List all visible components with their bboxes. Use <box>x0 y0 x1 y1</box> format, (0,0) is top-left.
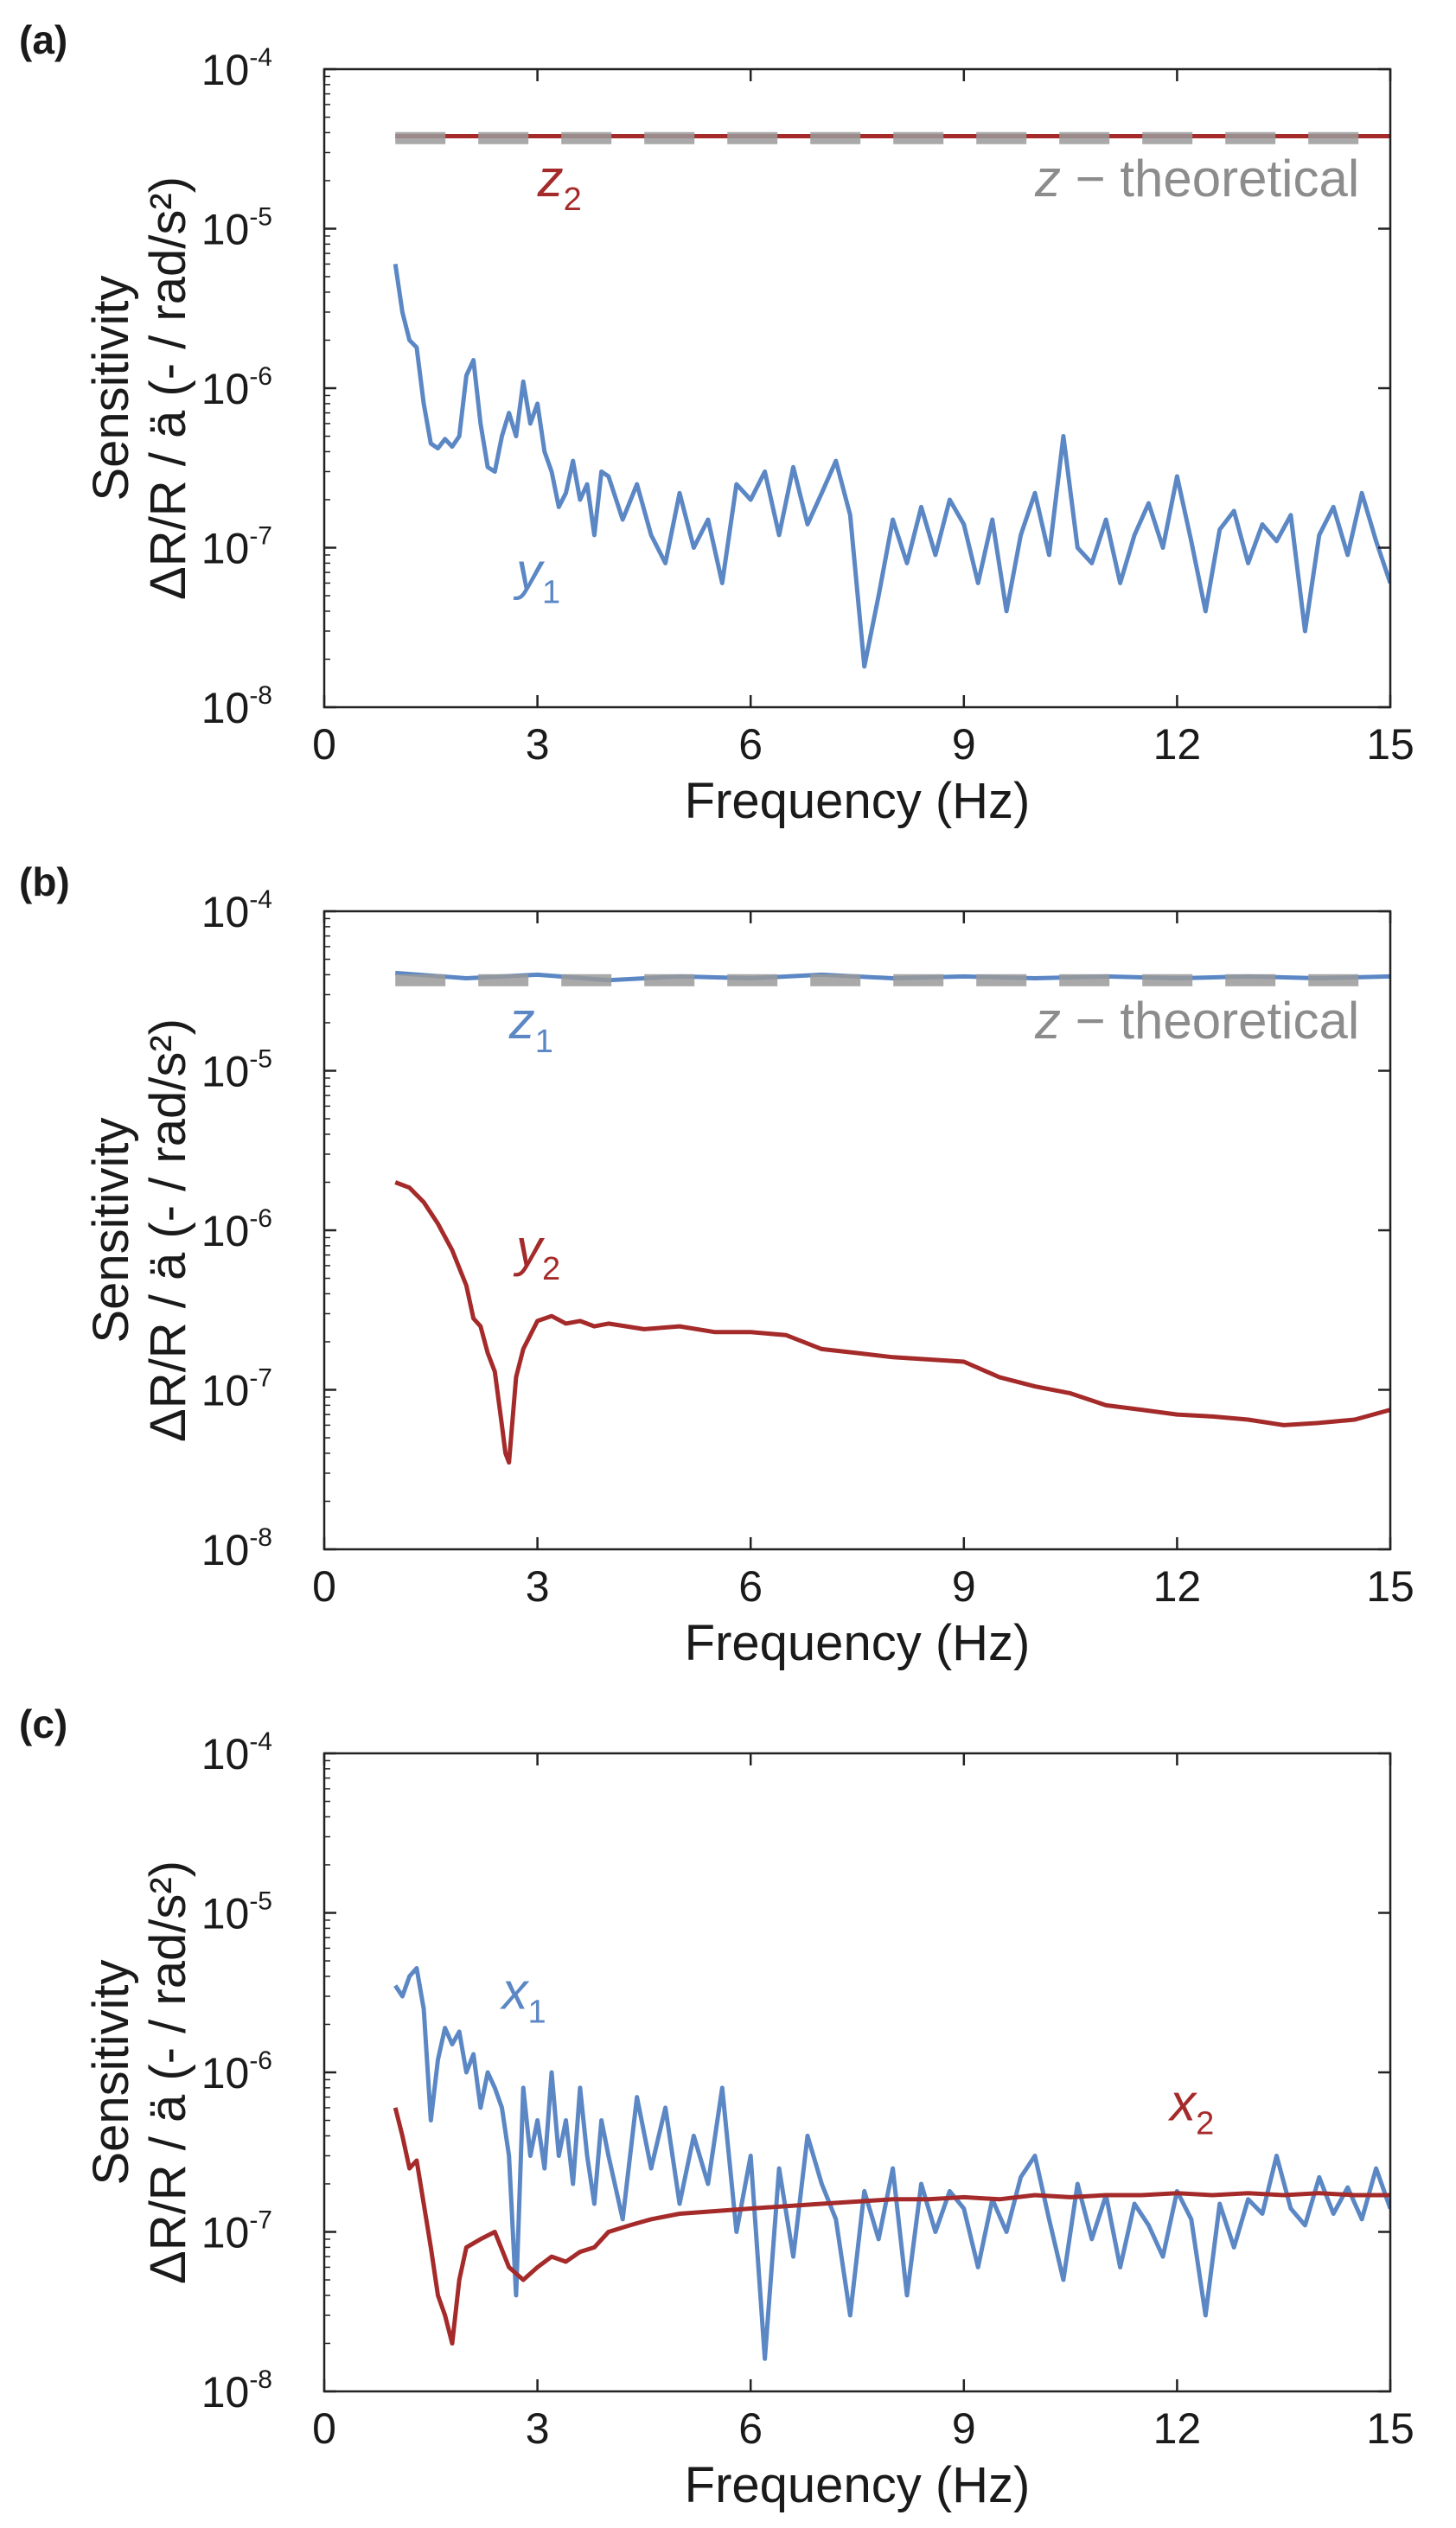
x-tick-label-a-2: 6 <box>738 720 763 769</box>
x-tick-label-c-4: 12 <box>1153 2404 1202 2453</box>
panel-b: (b) 0 3 6 9 12 15 10-8 10-7 10-6 10-5 10-4 Frequency… <box>0 842 1456 1684</box>
y-tick-label-b-4: 10-4 <box>201 885 272 936</box>
x-tick-label-b-5: 15 <box>1366 1562 1414 1611</box>
panel-c: (c) 0 3 6 9 12 15 10-8 10-7 10-6 10-5 10-4 Frequency… <box>0 1684 1456 2526</box>
annotation-b-1: z − theoretical <box>1034 992 1359 1050</box>
x-axis-label-b: Frequency (Hz) <box>685 1615 1031 1671</box>
y-tick-label-c-1: 10-7 <box>201 2206 272 2257</box>
x-tick-label-c-0: 0 <box>312 2404 336 2453</box>
series-group-a <box>393 131 1390 669</box>
chart-a: (a) 0 3 6 9 12 15 10-8 10-7 10-6 10-5 10-4 Frequency… <box>19 17 1414 829</box>
y-axis-label-c-1: ΔR/R / ä (- / rad/s²) <box>140 1861 196 2284</box>
annotation-a-2: y1 <box>513 542 560 610</box>
y-tick-label-a-3: 10-5 <box>201 203 272 254</box>
x-tick-label-b-3: 9 <box>952 1562 976 1611</box>
series-b-0 <box>395 970 1390 983</box>
annotation-b-0: z1 <box>508 992 553 1060</box>
x-tick-label-c-5: 15 <box>1366 2404 1414 2453</box>
y-axis-label-a-0: Sensitivity <box>83 275 139 501</box>
series-c-0 <box>393 1966 1390 2361</box>
chart-c: (c) 0 3 6 9 12 15 10-8 10-7 10-6 10-5 10-4 Frequency… <box>19 1701 1414 2513</box>
x-tick-label-b-0: 0 <box>312 1562 336 1611</box>
series-a-2 <box>393 264 1390 669</box>
x-tick-label-c-1: 3 <box>526 2404 550 2453</box>
y-tick-label-a-4: 10-4 <box>201 43 272 94</box>
y-tick-label-b-2: 10-6 <box>201 1204 272 1255</box>
y-tick-label-c-2: 10-6 <box>201 2046 272 2097</box>
annotation-c-0: x1 <box>500 1963 546 2031</box>
x-tick-label-a-5: 15 <box>1366 720 1414 769</box>
series-group-b <box>394 970 1390 1465</box>
annotation-c-1: x2 <box>1167 2074 1214 2142</box>
y-axis-label-c-0: Sensitivity <box>83 1959 139 2185</box>
annotation-b-2: y2 <box>513 1219 560 1287</box>
x-tick-label-c-2: 6 <box>738 2404 763 2453</box>
y-tick-label-a-0: 10-8 <box>201 681 272 732</box>
x-tick-label-a-0: 0 <box>312 720 336 769</box>
x-tick-label-b-1: 3 <box>526 1562 550 1611</box>
x-tick-label-a-4: 12 <box>1153 720 1202 769</box>
x-axis-label-a: Frequency (Hz) <box>685 773 1031 829</box>
panel-label-b: (b) <box>19 859 70 904</box>
y-axis-label-b-0: Sensitivity <box>83 1117 139 1343</box>
plot-frame-c <box>322 1752 1392 2393</box>
y-tick-label-b-1: 10-7 <box>201 1364 272 1415</box>
panel-label-a: (a) <box>19 17 67 62</box>
x-tick-label-b-2: 6 <box>738 1562 763 1611</box>
x-tick-label-a-1: 3 <box>526 720 550 769</box>
chart-b: (b) 0 3 6 9 12 15 10-8 10-7 10-6 10-5 10-4 Frequency… <box>19 859 1414 1671</box>
x-axis-label-c: Frequency (Hz) <box>685 2457 1031 2513</box>
y-tick-label-b-0: 10-8 <box>201 1523 272 1574</box>
annotation-a-0: z2 <box>537 150 582 218</box>
y-tick-label-a-1: 10-7 <box>201 522 272 573</box>
panel-label-c: (c) <box>19 1701 67 1746</box>
series-c-1 <box>393 2107 1390 2346</box>
series-b-2 <box>394 1180 1390 1465</box>
y-tick-label-c-0: 10-8 <box>201 2365 272 2416</box>
y-axis-label-a-1: ΔR/R / ä (- / rad/s²) <box>140 176 196 600</box>
x-tick-label-c-3: 9 <box>952 2404 976 2453</box>
x-tick-label-b-4: 12 <box>1153 1562 1202 1611</box>
panel-a: (a) 0 3 6 9 12 15 10-8 10-7 10-6 10-5 10-4 Frequency… <box>0 0 1456 842</box>
y-tick-label-b-3: 10-5 <box>201 1045 272 1096</box>
series-group-c <box>393 1966 1390 2361</box>
annotation-a-1: z − theoretical <box>1034 150 1359 207</box>
y-axis-label-b-1: ΔR/R / ä (- / rad/s²) <box>140 1018 196 1442</box>
x-tick-label-a-3: 9 <box>952 720 976 769</box>
y-tick-label-c-4: 10-4 <box>201 1727 272 1778</box>
y-tick-label-a-2: 10-6 <box>201 362 272 413</box>
y-tick-label-c-3: 10-5 <box>201 1887 272 1938</box>
